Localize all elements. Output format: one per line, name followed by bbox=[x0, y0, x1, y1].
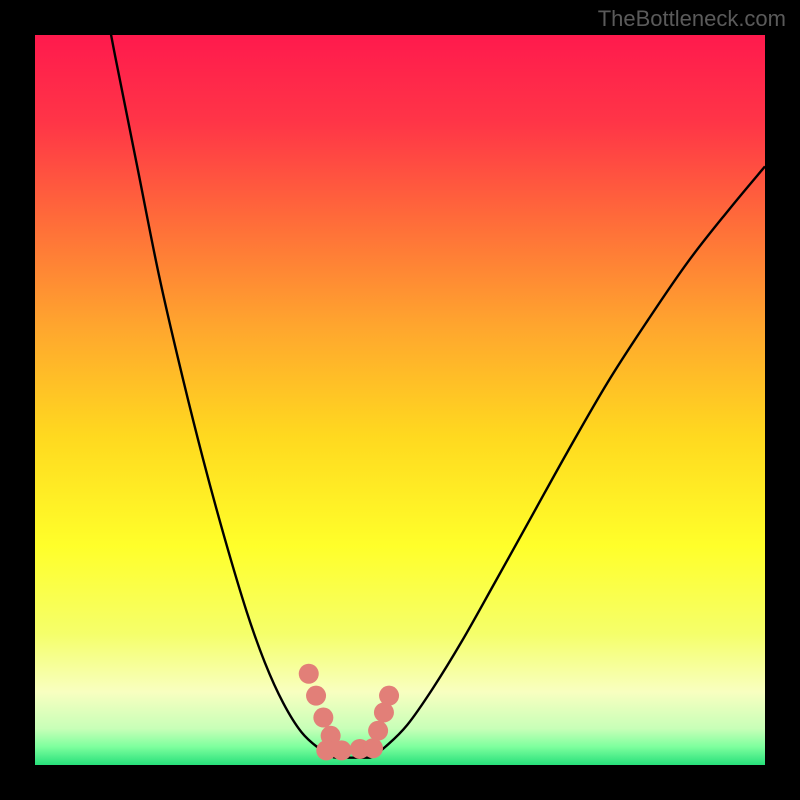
marker-dot bbox=[363, 738, 383, 758]
watermark-text: TheBottleneck.com bbox=[598, 6, 786, 32]
curve-layer bbox=[35, 35, 765, 765]
marker-dot bbox=[332, 740, 352, 760]
highlight-markers bbox=[299, 664, 399, 761]
marker-dot bbox=[299, 664, 319, 684]
curve-left bbox=[104, 35, 334, 758]
marker-dot bbox=[306, 686, 326, 706]
plot-area bbox=[35, 35, 765, 765]
marker-dot bbox=[379, 686, 399, 706]
curve-right bbox=[371, 166, 765, 757]
marker-dot bbox=[313, 708, 333, 728]
marker-dot bbox=[368, 721, 388, 741]
